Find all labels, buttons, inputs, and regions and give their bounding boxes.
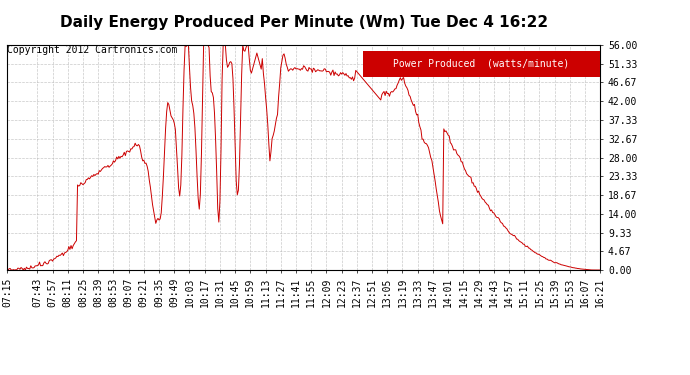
Text: Power Produced  (watts/minute): Power Produced (watts/minute) <box>393 59 570 69</box>
Text: Copyright 2012 Cartronics.com: Copyright 2012 Cartronics.com <box>7 45 177 55</box>
Text: Daily Energy Produced Per Minute (Wm) Tue Dec 4 16:22: Daily Energy Produced Per Minute (Wm) Tu… <box>59 15 548 30</box>
